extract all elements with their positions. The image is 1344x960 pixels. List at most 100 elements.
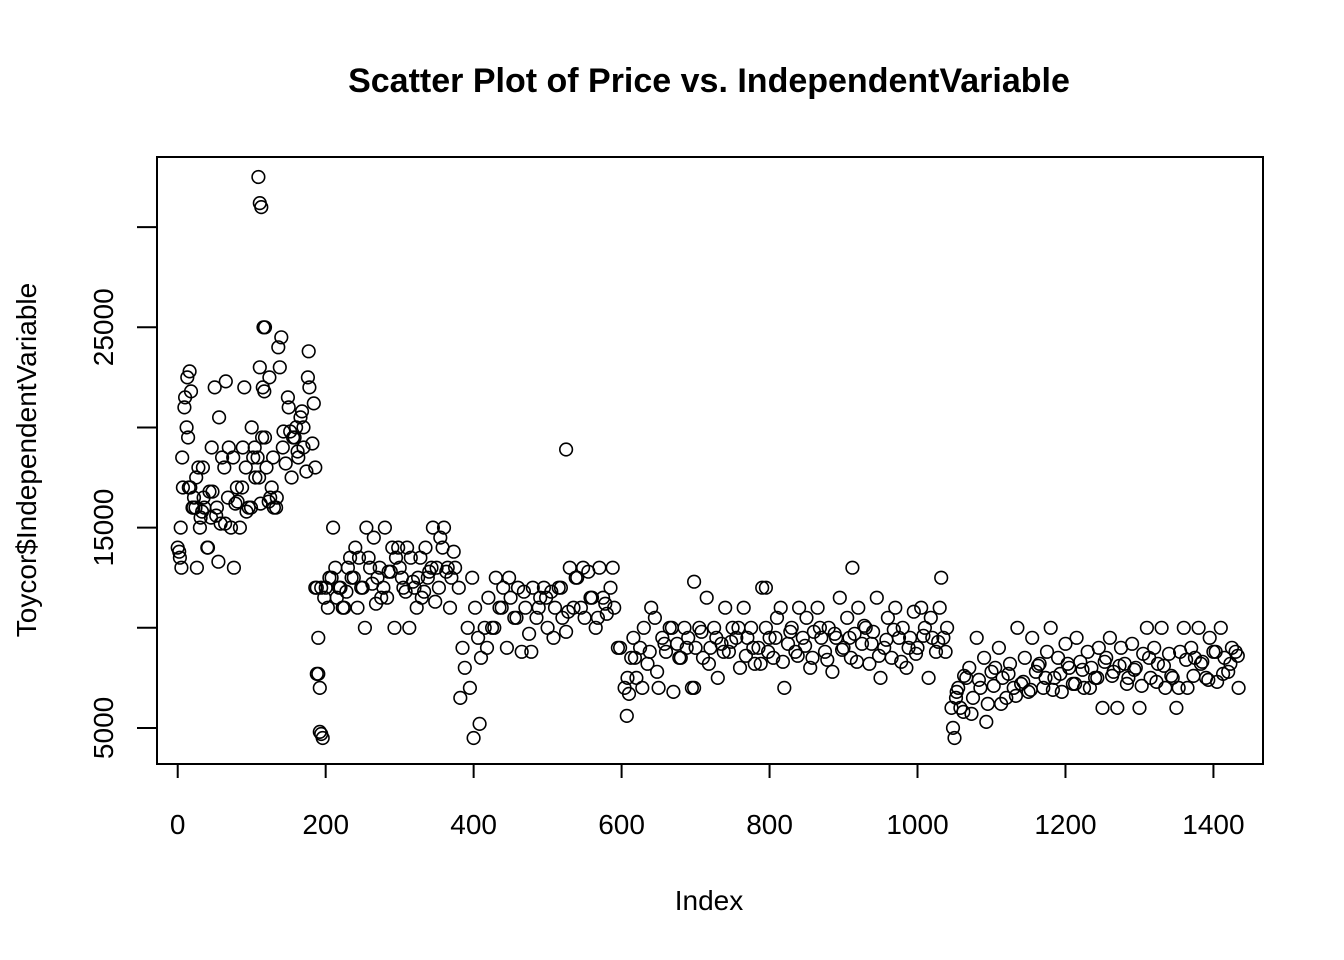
data-point (857, 618, 872, 633)
data-point (790, 648, 805, 663)
data-point (723, 634, 739, 649)
data-point (294, 404, 310, 419)
data-point (834, 642, 850, 657)
data-point (1178, 652, 1194, 667)
data-point (479, 640, 495, 655)
data-point (871, 648, 887, 663)
data-point (251, 169, 266, 185)
data-point (272, 360, 287, 375)
data-point (183, 384, 199, 399)
data-point (879, 632, 894, 647)
data-point (965, 690, 981, 706)
data-point (1091, 640, 1106, 655)
data-point (877, 640, 892, 655)
data-point (436, 520, 452, 535)
data-point (651, 680, 666, 696)
data-point (658, 644, 674, 659)
data-point (827, 626, 842, 641)
x-axis-label: Index (675, 885, 744, 916)
data-point (803, 660, 818, 675)
data-point (910, 640, 925, 655)
data-point (175, 480, 190, 495)
data-point (339, 584, 354, 599)
data-point (880, 610, 896, 625)
data-point (1082, 680, 1097, 696)
data-point (235, 480, 250, 495)
chart-title: Scatter Plot of Price vs. IndependentVar… (348, 62, 1070, 100)
data-point (1213, 620, 1228, 635)
data-point (588, 620, 603, 635)
data-point (314, 580, 329, 595)
x-tick-label: 1000 (886, 809, 948, 840)
data-point (760, 644, 776, 659)
data-point (175, 450, 190, 465)
data-point (361, 550, 376, 565)
data-point (271, 340, 286, 355)
data-point (758, 580, 774, 595)
data-point (783, 624, 798, 639)
data-point (502, 570, 517, 585)
data-point (573, 600, 589, 615)
data-point (1075, 662, 1090, 677)
data-point (387, 620, 402, 635)
data-point (413, 550, 428, 565)
x-tick-label: 1200 (1034, 809, 1096, 840)
data-point (914, 600, 929, 615)
data-point (810, 600, 825, 615)
data-point (262, 370, 277, 385)
data-point (215, 450, 230, 465)
data-point (229, 480, 244, 495)
data-point (453, 690, 468, 706)
data-point (308, 460, 323, 475)
data-point (211, 554, 226, 569)
data-point (575, 560, 591, 575)
data-point (991, 640, 1007, 655)
data-point (1016, 674, 1031, 690)
data-point (189, 560, 204, 575)
data-point (1161, 646, 1177, 661)
data-point (916, 628, 931, 643)
data-point (172, 550, 187, 565)
data-point (357, 620, 373, 635)
data-point (832, 590, 847, 605)
data-point (514, 644, 529, 659)
data-point (797, 638, 813, 653)
data-point (865, 624, 881, 639)
data-point (529, 610, 544, 625)
data-point (177, 400, 192, 415)
data-point (820, 652, 835, 667)
data-point (1128, 660, 1143, 675)
data-point (709, 630, 724, 645)
data-point (932, 600, 947, 615)
data-point (795, 630, 810, 645)
data-point (1223, 656, 1238, 671)
data-point (1058, 636, 1073, 651)
data-point (558, 442, 574, 457)
data-point (252, 360, 267, 375)
data-point (291, 450, 306, 465)
y-tick-label: 25000 (88, 288, 119, 366)
data-point (200, 540, 216, 555)
data-point (351, 550, 367, 565)
data-point (716, 644, 731, 659)
y-tick-label: 5000 (88, 697, 119, 759)
data-point (431, 580, 447, 595)
data-point (679, 640, 694, 655)
data-point (281, 400, 296, 415)
data-point (238, 460, 253, 475)
data-point (385, 540, 400, 555)
data-point (403, 550, 418, 565)
data-point (664, 620, 680, 635)
data-point (1006, 680, 1021, 696)
data-point (812, 620, 828, 635)
data-point (191, 460, 206, 475)
data-point (308, 580, 323, 595)
data-point (931, 634, 946, 649)
data-point (1134, 678, 1149, 694)
data-point (1191, 620, 1206, 635)
data-point (239, 504, 254, 519)
data-point (603, 580, 618, 595)
data-point (312, 680, 327, 696)
data-point (255, 430, 270, 445)
data-point (688, 640, 703, 655)
